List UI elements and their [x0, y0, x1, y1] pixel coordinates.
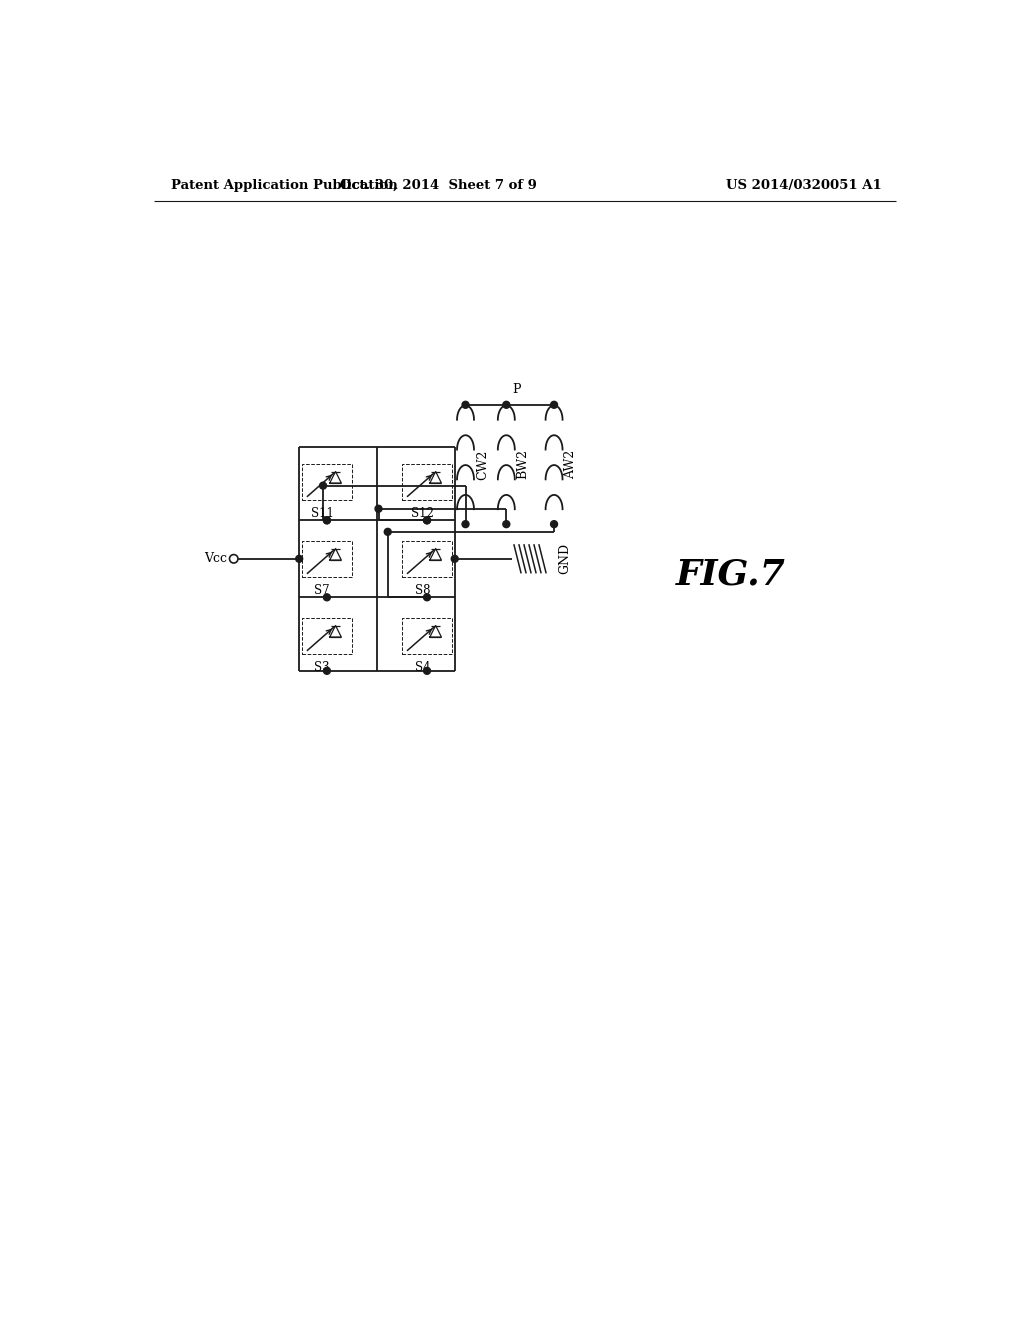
Circle shape [551, 401, 557, 408]
Circle shape [503, 401, 510, 408]
Bar [302, 463, 351, 500]
Text: Patent Application Publication: Patent Application Publication [171, 178, 397, 191]
Text: S7: S7 [314, 583, 330, 597]
Circle shape [324, 517, 331, 524]
Text: Vcc: Vcc [205, 552, 227, 565]
Text: P: P [512, 383, 521, 396]
Circle shape [452, 556, 458, 562]
Text: FIG.7: FIG.7 [676, 557, 786, 591]
Circle shape [319, 482, 327, 490]
Circle shape [462, 401, 469, 408]
Text: Oct. 30, 2014  Sheet 7 of 9: Oct. 30, 2014 Sheet 7 of 9 [340, 178, 537, 191]
Text: US 2014/0320051 A1: US 2014/0320051 A1 [726, 178, 882, 191]
Circle shape [324, 517, 331, 524]
Text: AW2: AW2 [564, 450, 578, 479]
Text: S3: S3 [314, 661, 330, 673]
Circle shape [324, 668, 331, 675]
Circle shape [551, 520, 557, 528]
Text: S12: S12 [411, 507, 434, 520]
Text: CW2: CW2 [476, 449, 488, 479]
Circle shape [424, 517, 430, 524]
Bar [402, 541, 452, 577]
Text: S11: S11 [311, 507, 334, 520]
Circle shape [324, 594, 331, 601]
Circle shape [375, 506, 382, 512]
Text: S8: S8 [415, 583, 430, 597]
Circle shape [503, 520, 510, 528]
Bar [302, 618, 351, 653]
Circle shape [462, 520, 469, 528]
Circle shape [424, 594, 430, 601]
Text: BW2: BW2 [517, 450, 529, 479]
Bar [302, 541, 351, 577]
Circle shape [296, 556, 303, 562]
Bar [402, 618, 452, 653]
Text: GND: GND [558, 544, 571, 574]
Circle shape [384, 528, 391, 536]
Circle shape [424, 668, 430, 675]
Text: S4: S4 [415, 661, 430, 673]
Bar [402, 463, 452, 500]
Circle shape [424, 517, 430, 524]
